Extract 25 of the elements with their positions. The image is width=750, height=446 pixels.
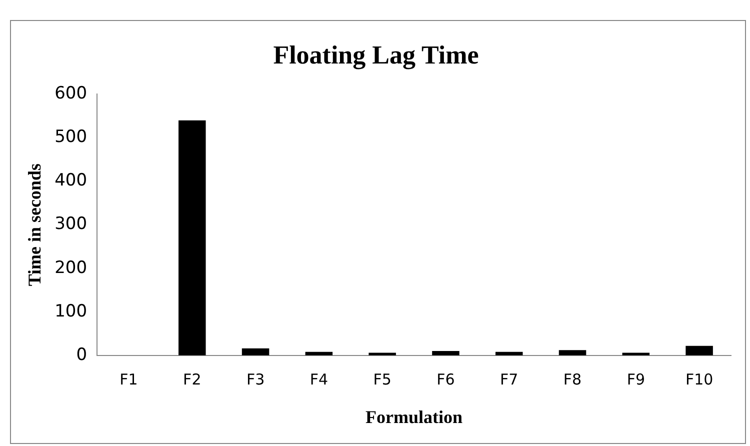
x-tick-label: F3 [246, 370, 265, 388]
bar [558, 350, 586, 356]
bar [242, 348, 270, 356]
x-axis-title: Formulation [366, 406, 463, 427]
bar [178, 120, 206, 356]
x-tick-label: F7 [500, 370, 518, 388]
y-tick-label: 500 [54, 127, 88, 148]
y-tick-label: 300 [54, 214, 88, 234]
x-tick-label: F2 [183, 370, 202, 388]
x-tick-label: F5 [373, 370, 392, 388]
chart-title: Floating Lag Time [273, 40, 479, 70]
y-tick-label: 200 [54, 258, 88, 278]
y-tick-label: 0 [76, 344, 88, 365]
y-axis-title: Time in seconds [24, 163, 44, 286]
bar [686, 346, 713, 356]
y-tick-label: 100 [54, 301, 88, 322]
x-tick-label: F1 [120, 370, 138, 388]
x-tick-label: F6 [436, 370, 455, 388]
x-tick-label: F4 [310, 370, 328, 388]
x-tick-label: F10 [685, 370, 714, 388]
y-tick-label: 600 [54, 84, 88, 104]
bar [432, 351, 460, 356]
x-tick-label: F9 [626, 370, 645, 388]
x-tick-label: F8 [563, 370, 582, 388]
y-tick-label: 400 [54, 170, 88, 191]
